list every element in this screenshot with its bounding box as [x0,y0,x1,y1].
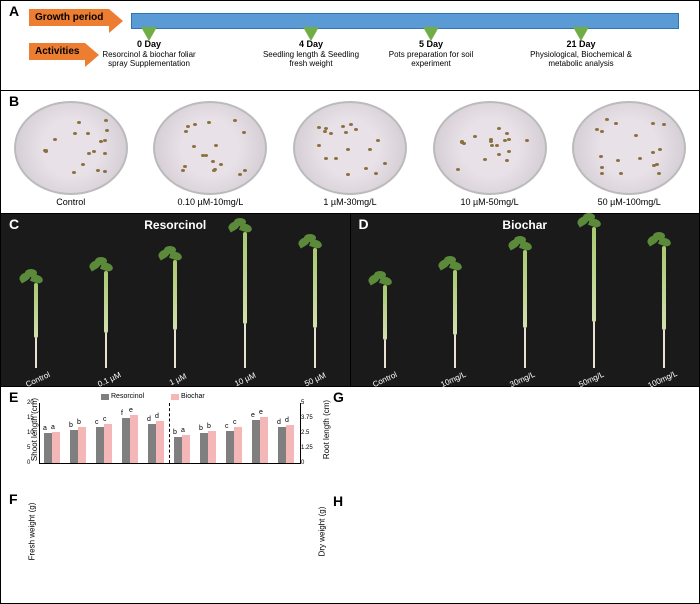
chart-h [351,499,681,597]
bar [52,432,60,464]
timeline-desc: Physiological, Biochemical & metabolic a… [526,51,636,69]
seedling-xlabel: 50 µM [303,371,327,389]
seedling [86,271,126,368]
petri-dish: 50 µM-100mg/L [572,101,686,207]
bar [252,420,260,463]
seedling [16,283,56,368]
seedling-xlabel: 1 µM [168,372,188,388]
legend-item: Biochar [171,393,205,400]
legend-item: Resorcinol [101,393,144,400]
seedling [365,285,405,368]
panel-c: C Resorcinol Control0.1 µM1 µM10 µM50 µM [1,214,350,386]
panel-efgh: E F Shoot length (cm)Root length (cm)Res… [1,387,699,603]
dish-label: 1 µM-30mg/L [293,197,407,207]
ylabel-left: Fresh weight (g) [27,503,36,561]
bar [200,433,208,463]
panel-a-label: A [9,3,19,19]
panel-f-label: F [9,491,18,507]
bar [226,431,234,463]
panel-c-title: Resorcinol [1,218,350,232]
dish-label: 0.10 µM-10mg/L [153,197,267,207]
bar [96,427,104,463]
left-charts: E F Shoot length (cm)Root length (cm)Res… [1,387,331,603]
bar [78,427,86,463]
timeline-day: 5 Day [381,39,481,49]
seedling [295,248,335,368]
dish-label: 10 µM-50mg/L [433,197,547,207]
bar [122,418,130,463]
panel-a: A Growth period Activities 0 Day Resorcin… [1,1,699,91]
seedling [225,232,265,368]
timeline-desc: Seedling length & Seedling fresh weight [256,51,366,69]
panel-d: D Biochar Control10mg/L30mg/L50mg/L100mg… [350,214,700,386]
growth-period-box: Growth period [29,9,109,26]
petri-dish: Control [14,101,128,207]
timeline-day: 4 Day [261,39,361,49]
panel-g-label: G [333,389,344,405]
seedling [644,246,684,368]
bar [174,437,182,463]
seedling [574,227,614,368]
timeline-day: 0 Day [99,39,199,49]
ylabel-right: Dry weight (g) [317,507,326,557]
seedling-xlabel: 10 µM [233,371,257,389]
panel-d-title: Biochar [351,218,700,232]
seedling-xlabel: 0.1 µM [97,370,123,389]
seedling [155,260,195,368]
bar [130,415,138,463]
timeline-bar [131,13,679,29]
activities-box: Activities [29,43,85,60]
bar [70,430,78,463]
chart-g [351,395,681,490]
petri-dish: 10 µM-50mg/L [433,101,547,207]
ylabel-right: Root length (cm) [322,400,331,459]
panel-b: B Control 0.10 µM-10mg/L 1 µM-30mg/L 10 µM-… [1,91,699,214]
bar [44,433,52,463]
petri-dish: 1 µM-30mg/L [293,101,407,207]
bar [260,417,268,463]
petri-dish: 0.10 µM-10mg/L [153,101,267,207]
panel-cd: C Resorcinol Control0.1 µM1 µM10 µM50 µM… [1,214,699,387]
bar [104,424,112,463]
bar [286,425,294,463]
bar [148,424,156,463]
panel-b-label: B [9,93,19,109]
timeline-day: 21 Day [531,39,631,49]
right-charts: G H [331,387,699,603]
seedling [435,270,475,368]
dish-label: 50 µM-100mg/L [572,197,686,207]
bar [278,427,286,463]
timeline-desc: Resorcinol & biochar foliar spray Supple… [94,51,204,69]
panel-e-label: E [9,389,18,405]
bar [156,421,164,463]
panel-h-label: H [333,493,343,509]
bar [182,435,190,463]
timeline-desc: Pots preparation for soil experiment [376,51,486,69]
dish-label: Control [14,197,128,207]
figure-root: A Growth period Activities 0 Day Resorcin… [0,0,700,604]
bar [208,431,216,463]
chart-e: Shoot length (cm)Root length (cm)Resorci… [31,395,321,485]
chart-f: Fresh weight (g)Dry weight (g) [31,497,321,597]
bar [234,427,242,463]
seedling [505,250,545,368]
